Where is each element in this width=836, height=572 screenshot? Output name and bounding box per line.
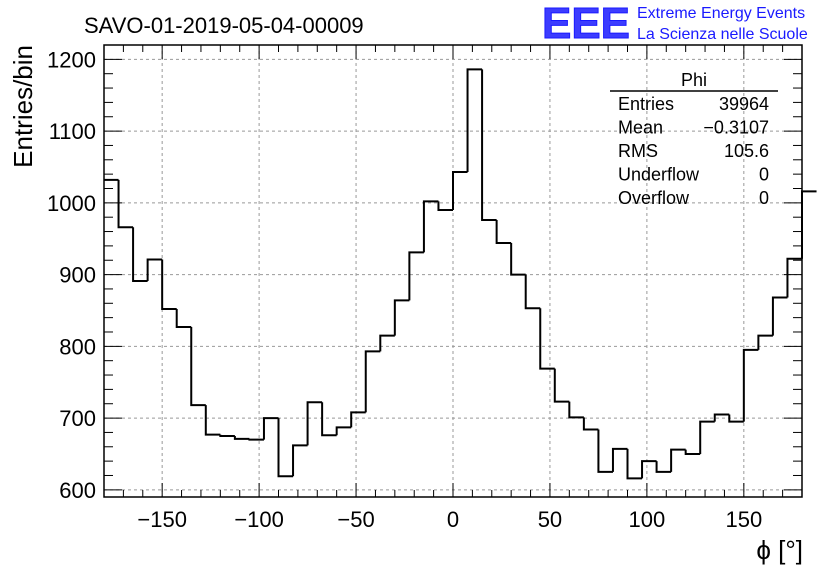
histogram-bin [262, 417, 279, 440]
histogram-bin [233, 436, 250, 440]
stats-row-label: Mean [618, 118, 663, 138]
y-tick-label: 600 [59, 478, 96, 503]
histogram-bin [757, 334, 773, 350]
histogram-bin [728, 414, 744, 423]
histogram-bin [684, 449, 701, 455]
histogram-bin [190, 326, 206, 407]
eee-logo: EEE Extreme Energy Events La Scienza nel… [542, 0, 808, 49]
histogram-bin [510, 243, 526, 276]
histogram-bin [335, 426, 352, 436]
y-tick-label: 800 [59, 334, 96, 359]
stats-row-value: 105.6 [724, 141, 769, 161]
histogram-bin [248, 438, 264, 441]
stats-row-label: Overflow [618, 188, 690, 208]
histogram-bin [161, 259, 177, 311]
x-tick-label: −150 [137, 507, 187, 532]
histogram-bin [350, 411, 366, 428]
chart-title: SAVO-01-2019-05-04-00009 [84, 13, 364, 38]
histogram-bin [452, 170, 468, 211]
stats-title: Phi [681, 70, 707, 90]
histogram-bin [495, 220, 512, 245]
x-tick-label: 50 [538, 507, 562, 532]
x-tick-label: 100 [629, 507, 666, 532]
y-tick-label: 700 [59, 406, 96, 431]
histogram-bin [699, 420, 715, 454]
x-tick-label: 0 [447, 507, 459, 532]
histogram-bin [393, 299, 410, 336]
stats-row-value: 0 [759, 165, 769, 185]
logo-subtitle-2: La Scienza nelle Scuole [637, 26, 808, 43]
histogram-bin [292, 444, 308, 477]
histogram-bin [146, 258, 163, 282]
histogram-bin [553, 368, 570, 403]
histogram-bin [568, 401, 584, 419]
grid-lines [104, 45, 802, 497]
histogram-bin [321, 402, 337, 437]
y-tick-label: 1000 [47, 191, 96, 216]
histogram-bin [626, 448, 643, 480]
histogram-bin [670, 448, 686, 472]
histogram-bin [422, 200, 439, 253]
stats-row-label: RMS [618, 141, 658, 161]
histogram-bin [524, 274, 541, 310]
histogram-bin [219, 434, 235, 438]
histogram-bin [364, 350, 381, 413]
eee-logo-mark: EEE [542, 0, 630, 48]
histogram-bin [655, 461, 672, 473]
plot-frame [103, 44, 803, 498]
histogram-bin [786, 257, 802, 298]
histogram-bin [306, 401, 323, 446]
histogram-bin [132, 227, 148, 283]
histogram-bin [641, 460, 657, 479]
y-axis-label: Entries/bin [8, 45, 38, 168]
x-tick-label: −50 [337, 507, 374, 532]
tick-labels: −150 −100 −50 0 50 100 150 600 700 800 900 1000 1100… [47, 47, 762, 532]
x-axis-label: ϕ [°] [756, 535, 803, 565]
histogram-bin [771, 296, 788, 336]
histogram-bin [611, 447, 628, 472]
stats-row-value: 39964 [719, 94, 769, 114]
logo-subtitle-1: Extreme Energy Events [637, 5, 805, 22]
histogram-bin [277, 418, 294, 478]
x-tick-label: 150 [725, 507, 762, 532]
stats-row-label: Underflow [618, 165, 700, 185]
histogram-bin [742, 348, 759, 422]
stats-box: Phi Entries 39964 Mean −0.3107 RMS 105.6 Under… [610, 70, 778, 208]
stats-row-value: 0 [759, 188, 769, 208]
y-tick-label: 1100 [49, 119, 96, 144]
histogram-bin [481, 69, 497, 222]
histogram-bin [175, 309, 192, 328]
histogram-bin [379, 334, 395, 352]
histogram-bin [466, 68, 483, 172]
histogram-bin [408, 251, 424, 301]
stats-row-label: Entries [618, 94, 674, 114]
stats-row-value: −0.3107 [703, 118, 769, 138]
y-tick-label: 900 [59, 263, 96, 288]
histogram-bin [801, 190, 817, 259]
histogram-bars [104, 68, 817, 480]
histogram-bin [582, 417, 599, 431]
histogram-bin [539, 308, 555, 370]
histogram-bin [713, 413, 730, 422]
histogram-bin [597, 429, 613, 473]
histogram-bin [204, 405, 221, 436]
histogram-bin [437, 201, 453, 212]
x-tick-label: −100 [234, 507, 284, 532]
y-tick-label: 1200 [47, 47, 96, 72]
histogram-bin [117, 179, 134, 229]
